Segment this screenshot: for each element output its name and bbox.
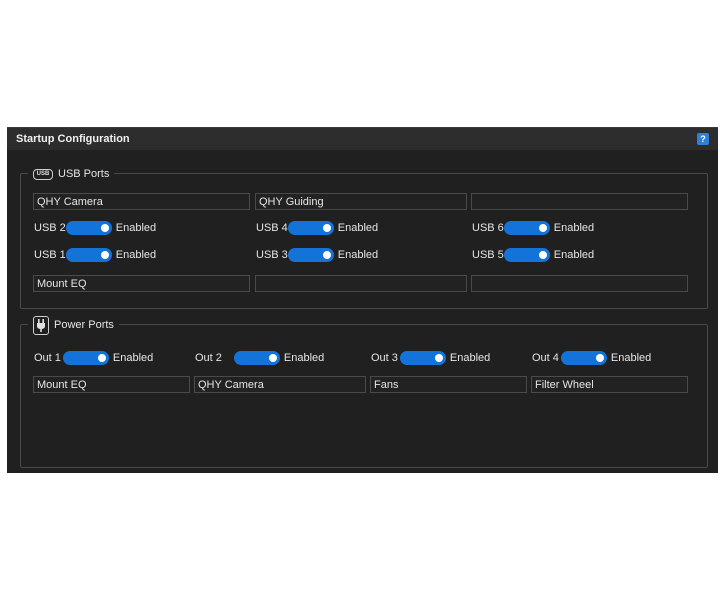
toggle-knob (268, 354, 277, 362)
toggle-knob (322, 251, 331, 259)
toggle-state: Enabled (112, 352, 154, 364)
power-port-out2: Out 2 Enabled (195, 350, 324, 366)
usb-port-usb4: USB 4 Enabled (256, 220, 378, 236)
usb-port-usb5: USB 5 Enabled (472, 247, 594, 263)
usb-port-usb1: USB 1 Enabled (34, 247, 156, 263)
startup-configuration-window: Startup Configuration ? USB USB Ports QH… (7, 127, 718, 473)
usb-port-usb6: USB 6 Enabled (472, 220, 594, 236)
usb1-toggle[interactable] (65, 248, 112, 262)
power-port-out3: Out 3 Enabled (371, 350, 490, 366)
port-label: USB 2 (34, 222, 66, 234)
usb-name-field-6[interactable] (471, 275, 688, 292)
toggle-state: Enabled (283, 352, 325, 364)
port-label: USB 6 (472, 222, 504, 234)
port-label: USB 5 (472, 249, 504, 261)
toggle-state: Enabled (337, 249, 379, 261)
toggle-knob (434, 354, 443, 362)
window-title: Startup Configuration (16, 133, 130, 145)
port-label: Out 1 (34, 352, 61, 364)
toggle-state: Enabled (449, 352, 491, 364)
usb-name-field-3[interactable] (471, 193, 688, 210)
toggle-state: Enabled (337, 222, 379, 234)
power-plug-icon (33, 315, 49, 335)
toggle-knob (538, 224, 547, 232)
usb-icon: USB (33, 168, 53, 180)
port-label: USB 1 (34, 249, 66, 261)
usb-ports-title: USB Ports (58, 168, 110, 180)
power-ports-title: Power Ports (54, 319, 114, 331)
usb6-toggle[interactable] (503, 221, 550, 235)
usb3-toggle[interactable] (287, 248, 334, 262)
usb-name-field-1[interactable]: QHY Camera (33, 193, 250, 210)
usb-name-field-4[interactable]: Mount EQ (33, 275, 250, 292)
power-name-field-2[interactable]: QHY Camera (194, 376, 366, 393)
out4-toggle[interactable] (560, 351, 607, 365)
power-port-out1: Out 1 Enabled (34, 350, 153, 366)
usb-name-field-5[interactable] (255, 275, 467, 292)
toggle-knob (322, 224, 331, 232)
usb-port-usb2: USB 2 Enabled (34, 220, 156, 236)
usb-ports-group: USB USB Ports QHY Camera QHY Guiding USB… (20, 165, 708, 309)
usb-ports-legend: USB USB Ports (28, 165, 115, 183)
port-label: USB 4 (256, 222, 288, 234)
usb2-toggle[interactable] (65, 221, 112, 235)
toggle-state: Enabled (610, 352, 652, 364)
toggle-knob (97, 354, 106, 362)
out2-toggle[interactable] (233, 351, 280, 365)
power-name-field-3[interactable]: Fans (370, 376, 527, 393)
out1-toggle[interactable] (62, 351, 109, 365)
toggle-knob (538, 251, 547, 259)
toggle-state: Enabled (115, 222, 157, 234)
power-ports-group: Power Ports Out 1 Enabled Out 2 Enabled … (20, 314, 708, 468)
power-port-out4: Out 4 Enabled (532, 350, 651, 366)
usb5-toggle[interactable] (503, 248, 550, 262)
port-label: Out 4 (532, 352, 559, 364)
port-label: Out 3 (371, 352, 398, 364)
toggle-knob (595, 354, 604, 362)
toggle-state: Enabled (115, 249, 157, 261)
title-bar: Startup Configuration ? (7, 128, 718, 150)
usb-port-usb3: USB 3 Enabled (256, 247, 378, 263)
port-label: USB 3 (256, 249, 288, 261)
power-name-field-4[interactable]: Filter Wheel (531, 376, 688, 393)
toggle-knob (100, 224, 109, 232)
usb-name-field-2[interactable]: QHY Guiding (255, 193, 467, 210)
power-ports-legend: Power Ports (28, 314, 119, 336)
power-name-field-1[interactable]: Mount EQ (33, 376, 190, 393)
toggle-knob (100, 251, 109, 259)
help-icon[interactable]: ? (697, 133, 709, 145)
usb4-toggle[interactable] (287, 221, 334, 235)
port-label: Out 2 (195, 352, 222, 364)
toggle-state: Enabled (553, 222, 595, 234)
toggle-state: Enabled (553, 249, 595, 261)
out3-toggle[interactable] (399, 351, 446, 365)
